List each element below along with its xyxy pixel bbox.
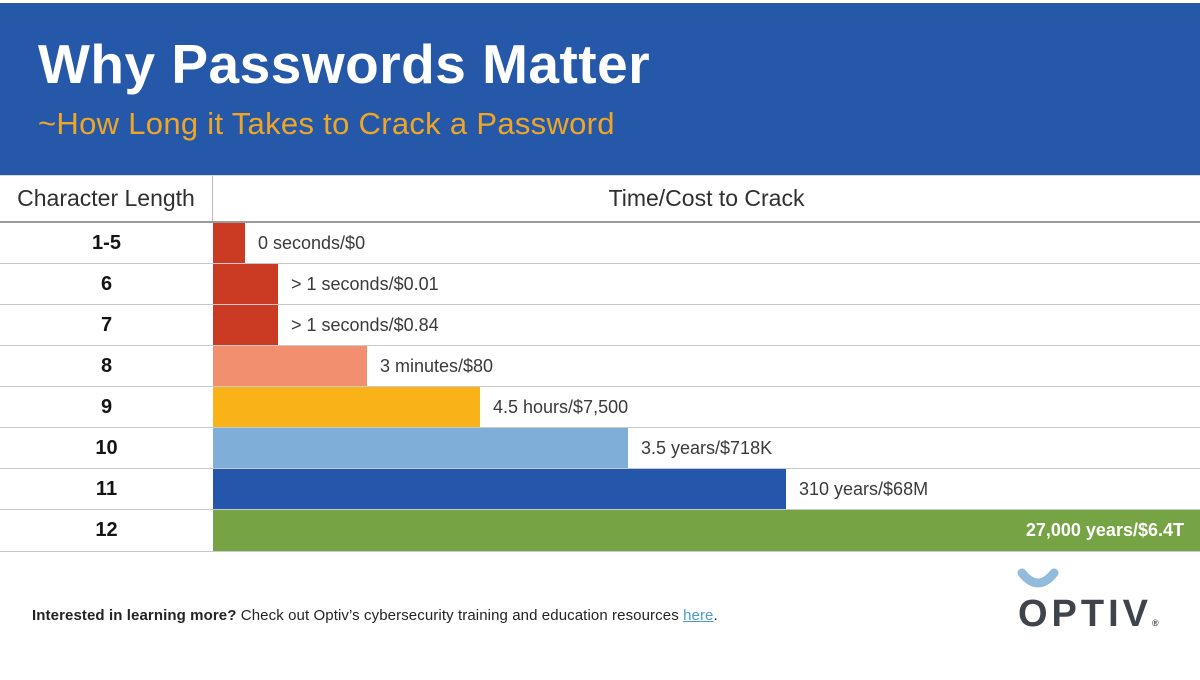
header-banner: Why Passwords Matter ~How Long it Takes … [0, 3, 1200, 175]
table-row: 7 > 1 seconds/$0.84 [0, 305, 1200, 346]
optiv-logo-text: OPTIV® [1018, 592, 1159, 635]
character-length-value: 7 [100, 313, 113, 336]
crack-time-cost-label: 27,000 years/$6.4T [1025, 520, 1184, 540]
character-length-value: 10 [95, 436, 118, 459]
character-length-value: 1-5 [92, 231, 121, 254]
crack-time-bar [213, 469, 786, 509]
page-title: Why Passwords Matter [38, 32, 651, 95]
page-subtitle: ~How Long it Takes to Crack a Password [38, 106, 615, 142]
table-rows: 1-5 0 seconds/$0 6 > 1 seconds/$0.01 7 >… [0, 223, 1200, 552]
table-row: 6 > 1 seconds/$0.01 [0, 264, 1200, 305]
footer-note-bold: Interested in learning more? [32, 607, 237, 624]
crack-time-cost-label: 0 seconds/$0 [258, 232, 366, 253]
table-header-row: Character Length Time/Cost to Crack [0, 175, 1200, 223]
character-length-value: 6 [100, 272, 113, 295]
table-row: 12 27,000 years/$6.4T [0, 510, 1200, 551]
footer-here-link[interactable]: here [683, 607, 714, 624]
table-row: 8 3 minutes/$80 [0, 346, 1200, 387]
crack-time-table: Character Length Time/Cost to Crack 1-5 … [0, 175, 1200, 552]
bottom-area: Interested in learning more? Check out O… [0, 551, 1200, 680]
crack-time-cost-label: 310 years/$68M [799, 478, 929, 499]
crack-time-bar [213, 305, 278, 345]
table-row: 10 3.5 years/$718K [0, 428, 1200, 469]
optiv-logo-top-arc-icon [1017, 568, 1059, 587]
crack-time-cost-label: 4.5 hours/$7,500 [493, 396, 629, 417]
table-row: 1-5 0 seconds/$0 [0, 223, 1200, 264]
crack-time-bar [213, 264, 278, 304]
table-row: 11 310 years/$68M [0, 469, 1200, 510]
character-length-value: 11 [95, 477, 118, 500]
character-length-value: 8 [100, 354, 113, 377]
optiv-logo-bottom-arc-icon [1016, 642, 1200, 680]
crack-time-bar [213, 223, 245, 263]
footer-note: Interested in learning more? Check out O… [32, 607, 718, 624]
table-row: 9 4.5 hours/$7,500 [0, 387, 1200, 428]
column-header-time-cost: Time/Cost to Crack [608, 185, 805, 211]
crack-time-cost-label: > 1 seconds/$0.84 [291, 314, 439, 335]
crack-time-bar [213, 510, 1200, 551]
character-length-value: 9 [100, 395, 113, 418]
footer-note-text: Check out Optiv’s cybersecurity training… [236, 607, 684, 624]
crack-time-bar [213, 346, 367, 386]
optiv-logo: OPTIV® [1017, 566, 1178, 666]
crack-time-bar [213, 428, 628, 468]
character-length-value: 12 [95, 519, 118, 541]
column-header-character-length: Character Length [0, 176, 213, 221]
crack-time-cost-label: 3 minutes/$80 [380, 355, 494, 376]
crack-time-cost-label: 3.5 years/$718K [641, 437, 773, 458]
crack-time-bar [213, 387, 480, 427]
footer-note-period: . [713, 607, 718, 624]
registered-trademark-icon: ® [1152, 617, 1159, 628]
crack-time-cost-label: > 1 seconds/$0.01 [291, 273, 439, 294]
